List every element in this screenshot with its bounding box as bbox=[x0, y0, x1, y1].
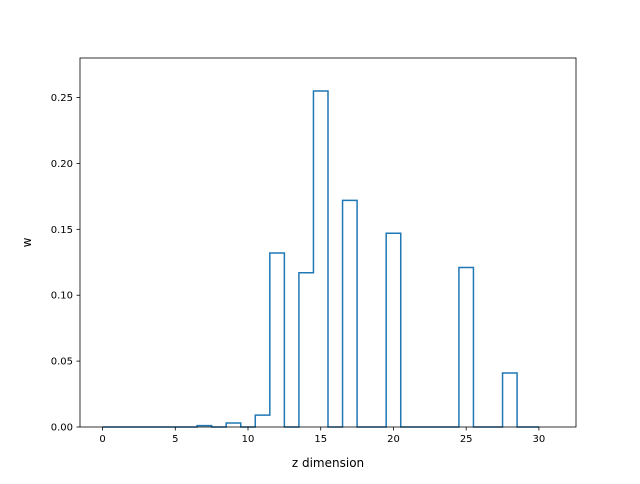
y-tick-label-5: 0.25 bbox=[51, 93, 73, 104]
axes-frame bbox=[79, 57, 577, 428]
x-tick-label-10: 10 bbox=[242, 434, 255, 445]
y-tick-label-3: 0.15 bbox=[51, 225, 73, 236]
x-tick-label-15: 15 bbox=[314, 434, 327, 445]
x-tick-label-20: 20 bbox=[387, 434, 400, 445]
plot-layer bbox=[102, 90, 539, 428]
series-step-line bbox=[102, 90, 539, 428]
y-tick-label-2: 0.10 bbox=[51, 291, 73, 302]
x-tick-label-5: 5 bbox=[172, 434, 178, 445]
y-tick-label-4: 0.20 bbox=[51, 159, 73, 170]
y-tick-label-0: 0.00 bbox=[51, 423, 73, 434]
x-tick-label-25: 25 bbox=[460, 434, 473, 445]
y-tick-label-1: 0.05 bbox=[51, 357, 73, 368]
x-tick-label-0: 0 bbox=[99, 434, 105, 445]
x-axis-label: z dimension bbox=[292, 456, 364, 470]
y-axis-label: w bbox=[20, 237, 34, 247]
x-tick-label-30: 30 bbox=[533, 434, 546, 445]
ticks-layer: 0 5 10 15 20 25 30 0.00 0.05 0.10 0.15 0.20 0.25 bbox=[51, 93, 546, 445]
